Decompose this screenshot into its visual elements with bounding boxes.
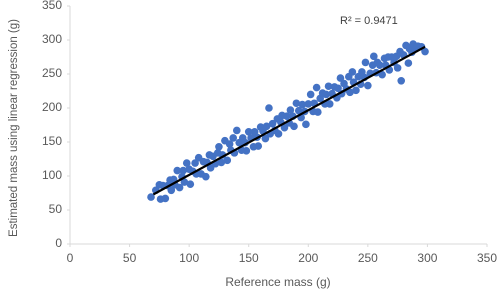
point	[364, 81, 372, 90]
point	[302, 120, 310, 129]
point	[334, 84, 342, 93]
point	[265, 104, 273, 112]
point	[180, 178, 189, 186]
point	[314, 108, 322, 116]
y-tick-label: 350	[42, 0, 62, 12]
point	[229, 134, 238, 142]
x-tick-label: 300	[417, 251, 437, 265]
point	[306, 90, 315, 99]
point	[161, 194, 170, 203]
point	[223, 156, 232, 165]
point	[290, 122, 298, 131]
point	[167, 186, 176, 195]
y-tick-label: 0	[55, 236, 62, 250]
point	[283, 112, 291, 120]
point	[294, 106, 303, 115]
point	[324, 82, 333, 91]
point	[182, 159, 191, 167]
y-tick-label: 200	[42, 100, 62, 114]
point	[268, 119, 277, 128]
x-axis-title: Reference mass (g)	[225, 275, 330, 289]
y-tick-label: 150	[42, 134, 62, 148]
point	[215, 142, 223, 151]
point	[186, 180, 195, 188]
point	[325, 100, 334, 108]
x-tick-label: 150	[239, 251, 259, 265]
point	[173, 166, 182, 175]
point	[242, 147, 251, 155]
point	[397, 77, 406, 85]
point	[298, 100, 307, 109]
point	[217, 158, 226, 167]
point	[322, 90, 330, 99]
point	[147, 193, 155, 201]
point	[254, 142, 263, 150]
point	[202, 172, 210, 181]
y-tick-label: 250	[42, 66, 62, 80]
point	[348, 68, 357, 76]
x-tick-label: 350	[477, 251, 497, 265]
point	[261, 134, 270, 143]
point	[375, 61, 384, 69]
point	[233, 126, 241, 135]
trendline	[152, 45, 426, 196]
point	[404, 59, 413, 67]
point	[352, 86, 360, 95]
point	[262, 122, 271, 131]
point	[312, 83, 321, 92]
point	[191, 159, 199, 167]
point	[225, 140, 234, 148]
y-axis-title: Estimated mass using linear regression (…	[8, 19, 20, 237]
point	[179, 166, 187, 175]
point	[292, 99, 301, 108]
point	[421, 47, 429, 56]
point	[286, 106, 295, 114]
point	[393, 64, 402, 72]
y-tick-label: 100	[42, 168, 62, 182]
point	[336, 74, 345, 82]
point	[280, 123, 289, 132]
point	[370, 52, 378, 61]
point	[175, 183, 184, 192]
x-tick-label: 200	[298, 251, 318, 265]
point	[378, 70, 386, 79]
point	[274, 130, 283, 138]
x-tick-label: 0	[67, 251, 74, 265]
y-tick-label: 50	[49, 202, 63, 216]
x-tick-label: 50	[123, 251, 137, 265]
point	[361, 58, 370, 67]
point	[304, 100, 313, 108]
y-tick-label: 300	[42, 32, 62, 46]
annotation: R² = 0.9471	[340, 15, 398, 27]
point	[346, 88, 354, 97]
point	[244, 128, 253, 136]
x-tick-label: 250	[358, 251, 378, 265]
x-tick-label: 100	[179, 251, 199, 265]
